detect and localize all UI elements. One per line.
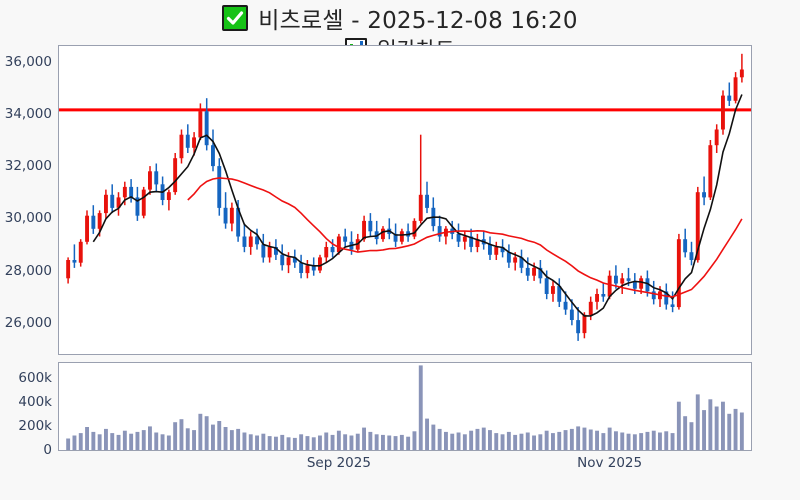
volume-y-tick: 0 (43, 442, 52, 458)
volume-y-tick: 200k (18, 417, 52, 434)
green-check-icon (222, 5, 249, 31)
page-title: 비츠로셀 - 2025-12-08 16:20 (258, 8, 578, 34)
price-chart-panel (58, 45, 752, 355)
price-chart-svg (59, 53, 751, 341)
volume-y-tick: 400k (18, 393, 52, 410)
chart-title-row: 비츠로셀 - 2025-12-08 16:20 (0, 2, 800, 34)
volume-chart-svg (66, 365, 744, 450)
volume-chart-panel (58, 362, 752, 451)
price-y-tick: 26,000 (4, 314, 52, 331)
price-y-tick: 36,000 (4, 53, 52, 70)
x-axis-tick: Sep 2025 (306, 455, 371, 471)
volume-y-tick: 600k (18, 369, 52, 386)
x-axis-tick: Nov 2025 (577, 455, 643, 471)
price-y-tick: 28,000 (4, 262, 52, 279)
price-y-tick: 34,000 (4, 105, 52, 122)
price-y-tick: 30,000 (4, 210, 52, 227)
price-y-tick: 32,000 (4, 158, 52, 175)
